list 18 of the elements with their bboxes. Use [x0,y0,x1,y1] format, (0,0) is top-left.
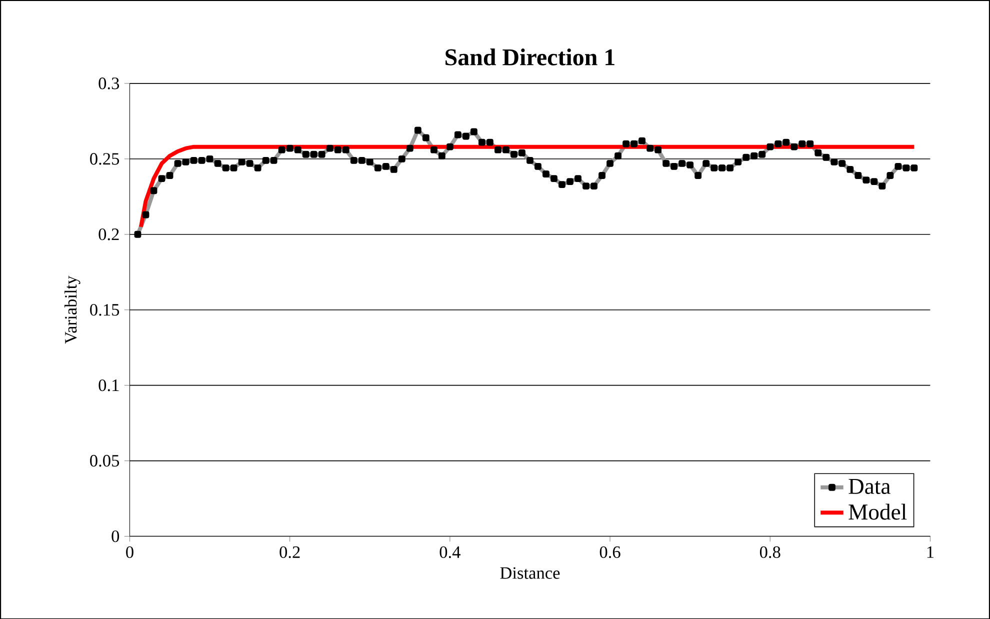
x-axis-title: Distance [500,567,560,579]
y-tick-label: 0 [112,530,120,542]
y-axis-title: Variabilty [64,276,80,344]
y-tick-label: 0.2 [98,228,119,240]
y-tick-label: 0.05 [90,454,120,467]
y-tick-label: 0.1 [98,379,119,392]
x-tick-label: 0.4 [440,546,460,558]
x-tick-label: 0.6 [600,546,620,558]
x-tick-label: 0 [126,546,134,558]
chart-title: Sand Direction 1 [446,48,614,66]
legend-label: Model [848,504,907,520]
legend-label: Data [848,478,890,494]
y-tick-label: 0.25 [90,152,120,165]
x-tick-label: 1 [927,546,934,558]
y-tick-label: 0.3 [98,77,120,90]
y-tick-label: 0.15 [90,304,120,316]
x-tick-label: 0.2 [280,546,300,558]
x-tick-label: 0.8 [760,546,780,558]
